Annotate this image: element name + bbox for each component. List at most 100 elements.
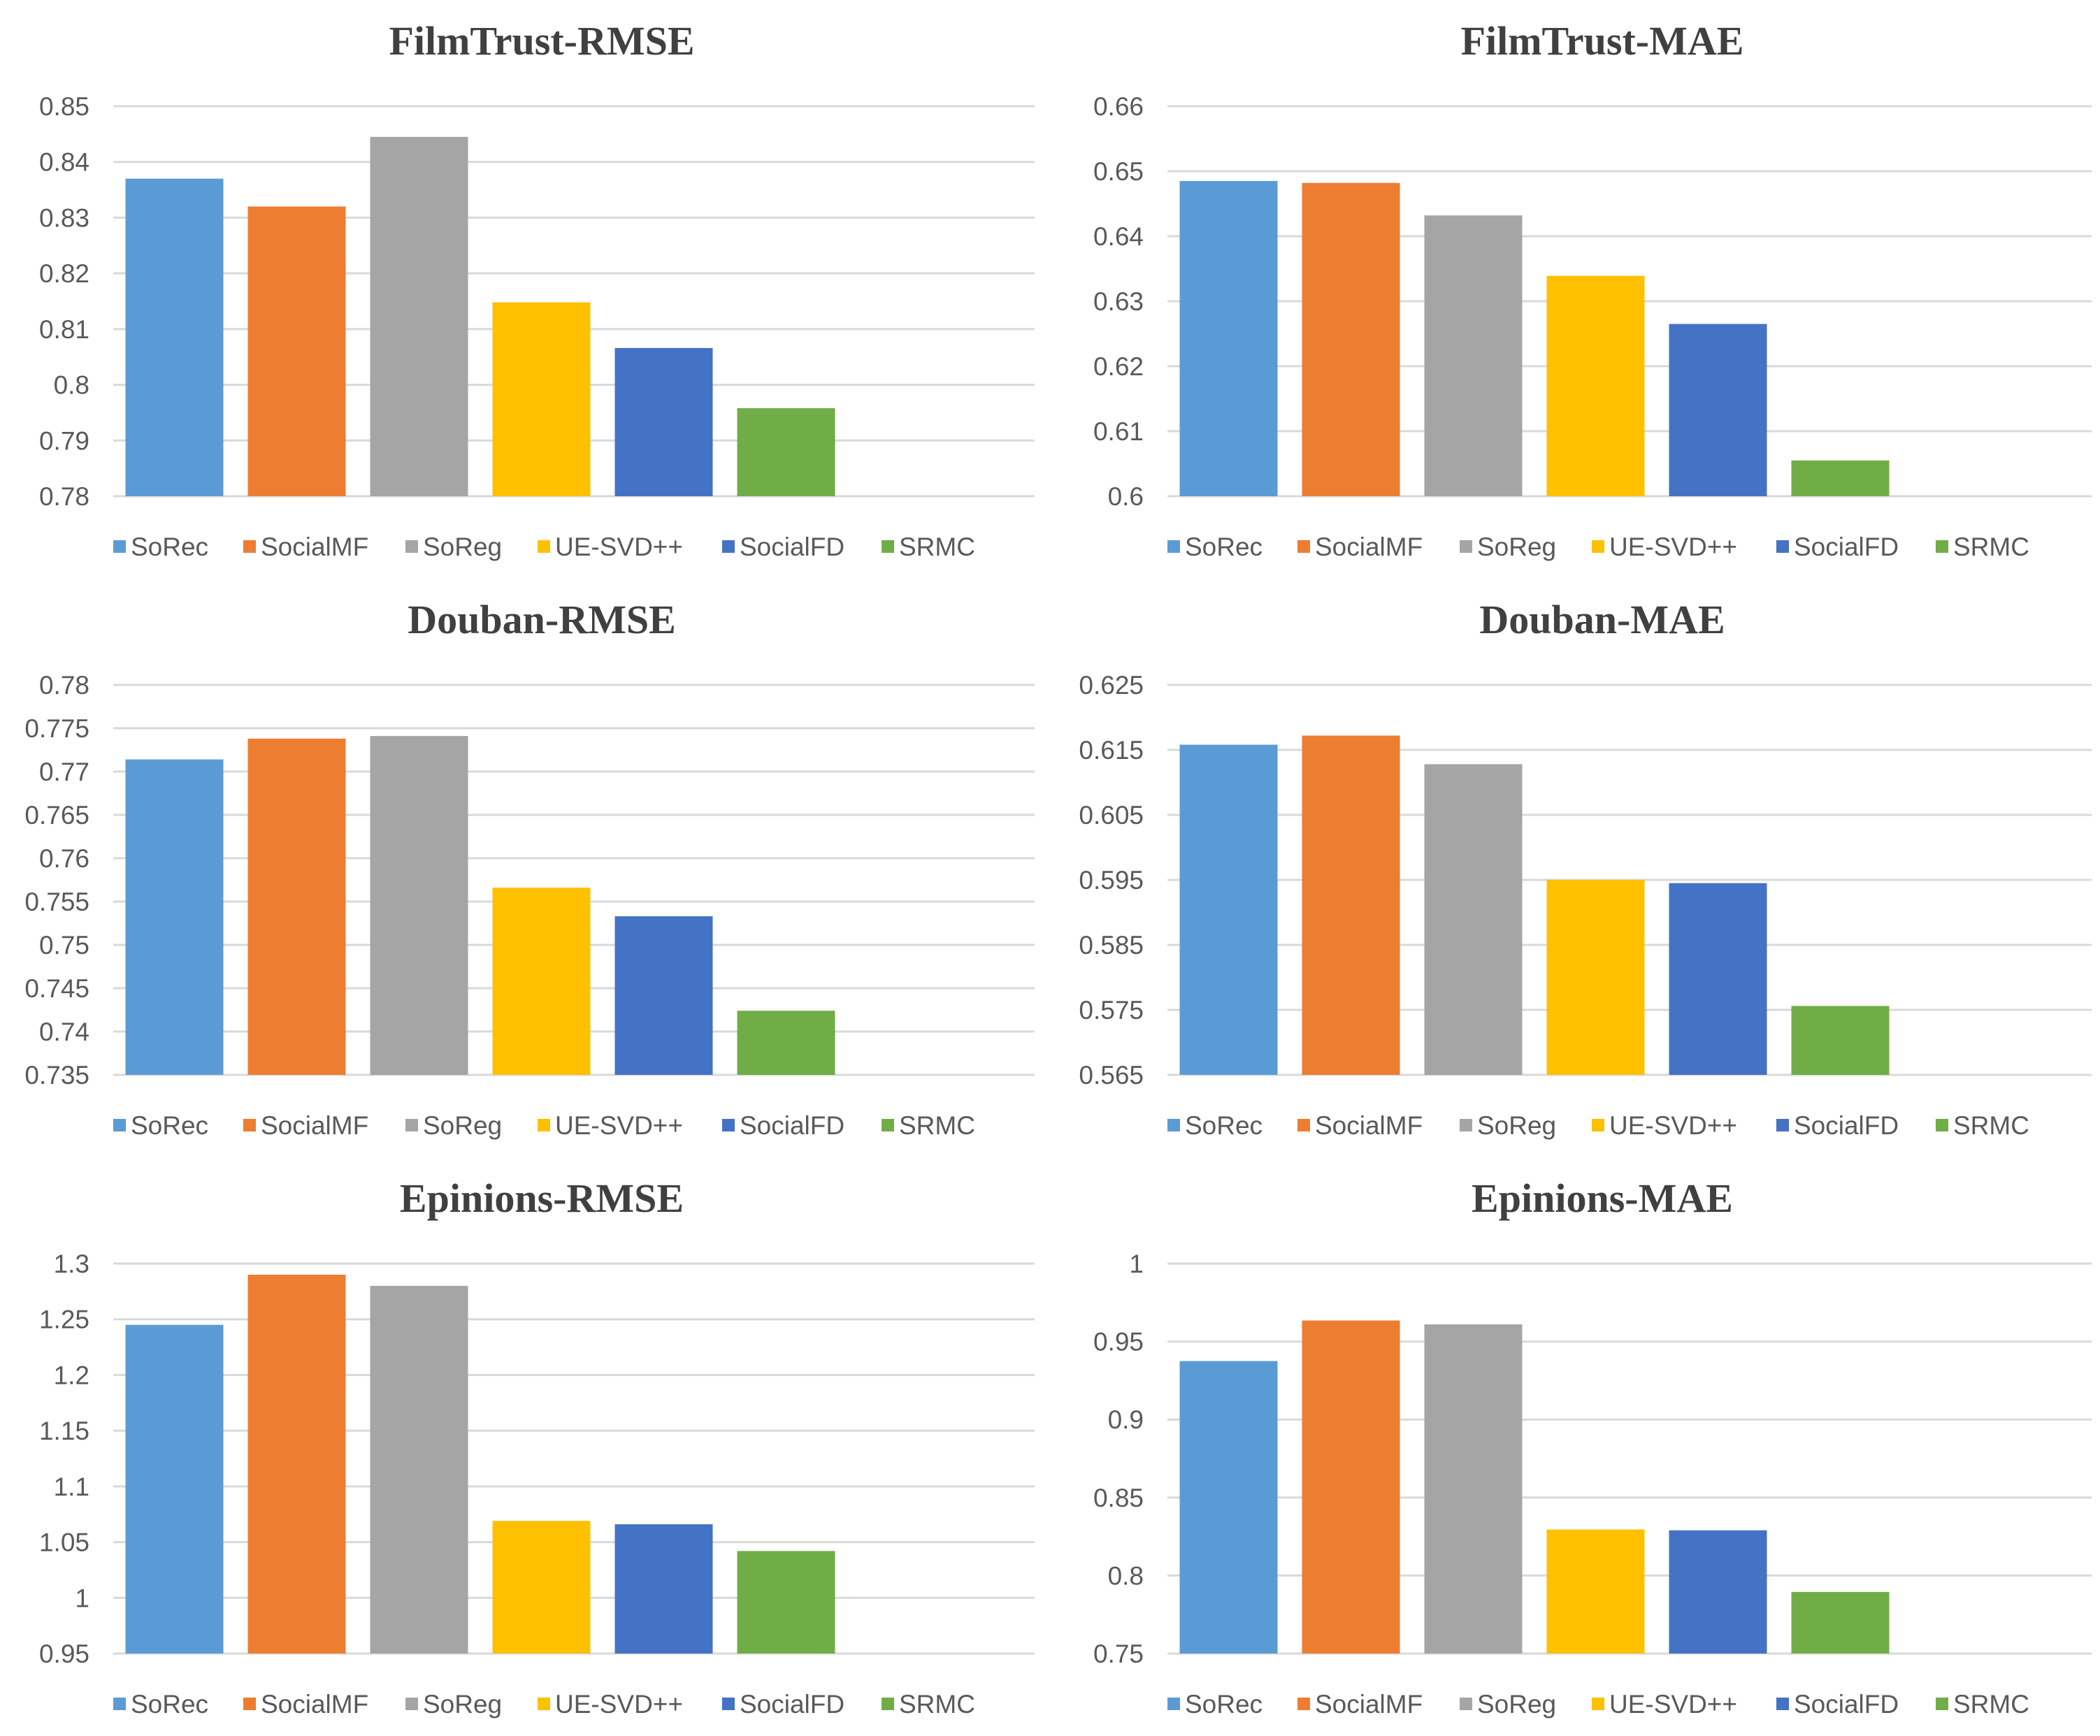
- legend-swatch: [1167, 1119, 1180, 1131]
- legend-swatch: [1776, 540, 1789, 553]
- y-tick-label: 0.8: [1108, 1561, 1144, 1590]
- y-tick-label: 1.05: [39, 1528, 89, 1557]
- legend-swatch: [538, 540, 550, 553]
- bar-socialmf: [247, 206, 346, 496]
- y-tick-label: 1.25: [39, 1305, 89, 1334]
- y-tick-label: 0.81: [39, 315, 89, 344]
- bar-socialmf: [1302, 182, 1400, 496]
- bar-srmc: [737, 1011, 835, 1075]
- legend-label: SocialMF: [261, 533, 368, 561]
- legend-label: UE-SVD++: [555, 1111, 683, 1140]
- chart-title: Douban-MAE: [1479, 597, 1725, 642]
- chart-title: Epinions-MAE: [1472, 1176, 1733, 1221]
- y-tick-label: 0.76: [39, 844, 89, 873]
- panel-douban-mae: Douban-MAE 0.565 0.575 0.585 0.595 0.605 0.61…: [1050, 579, 2100, 1157]
- bar-ue-svd-: [492, 1521, 591, 1654]
- legend-label: SRMC: [899, 533, 975, 561]
- legend-label: SocialMF: [1315, 533, 1423, 561]
- legend-swatch: [405, 540, 418, 553]
- legend-swatch: [1776, 1698, 1789, 1710]
- y-tick-label: 0.6: [1108, 482, 1144, 511]
- legend-swatch: [113, 540, 126, 553]
- y-tick-label: 0.62: [1093, 352, 1144, 381]
- legend-swatch: [1592, 1698, 1604, 1710]
- legend-swatch: [1592, 1119, 1604, 1131]
- legend-swatch: [243, 1698, 256, 1710]
- legend-swatch: [113, 1119, 126, 1131]
- legend-label: SocialMF: [261, 1111, 368, 1140]
- legend-swatch: [882, 1698, 894, 1710]
- panel-filmtrust-rmse: FilmTrust-RMSE 0.78 0.79 0.8 0.81 0.82 0.83 0.…: [0, 0, 1050, 579]
- legend-label: SocialMF: [1315, 1690, 1423, 1719]
- legend-swatch: [1167, 1698, 1180, 1710]
- bar-soreg: [1424, 215, 1523, 496]
- chart-title: Epinions-RMSE: [400, 1176, 684, 1221]
- y-tick-label: 1.2: [54, 1361, 89, 1389]
- y-tick-label: 0.8: [54, 371, 89, 400]
- legend-label: SoReg: [423, 1690, 502, 1719]
- y-tick-label: 0.83: [39, 203, 89, 232]
- y-tick-label: 0.605: [1079, 801, 1144, 830]
- panel-douban-rmse: Douban-RMSE 0.735 0.74 0.745 0.75 0.755 0.76 0…: [0, 579, 1050, 1157]
- y-tick-label: 0.84: [39, 148, 89, 177]
- bar-srmc: [1791, 1006, 1890, 1075]
- legend-label: SRMC: [899, 1111, 975, 1140]
- bar-ue-svd-: [1546, 880, 1645, 1075]
- chart-title: FilmTrust-MAE: [1461, 18, 1744, 64]
- legend-swatch: [722, 1119, 735, 1131]
- bar-socialfd: [1669, 1530, 1767, 1654]
- bar-socialfd: [614, 347, 713, 496]
- legend-swatch: [1297, 1119, 1310, 1131]
- bar-socialmf: [247, 738, 346, 1075]
- legend-label: SRMC: [899, 1690, 975, 1719]
- legend-label: UE-SVD++: [555, 533, 683, 561]
- legend-label: SocialFD: [740, 1690, 844, 1719]
- y-tick-label: 0.75: [39, 931, 89, 960]
- legend-swatch: [882, 540, 894, 553]
- legend-swatch: [1297, 1698, 1310, 1710]
- bar-sorec: [1179, 744, 1278, 1075]
- y-tick-label: 0.78: [39, 482, 89, 511]
- bar-soreg: [1424, 1324, 1523, 1654]
- bar-sorec: [125, 759, 224, 1075]
- y-tick-label: 1.3: [54, 1250, 89, 1278]
- legend-swatch: [722, 540, 735, 553]
- bar-socialmf: [247, 1274, 346, 1654]
- bar-soreg: [370, 736, 468, 1075]
- chart-title: Douban-RMSE: [408, 597, 676, 642]
- y-tick-label: 0.74: [39, 1018, 89, 1046]
- y-tick-label: 0.9: [1108, 1405, 1144, 1434]
- chart-epinions-rmse: Epinions-RMSE 0.95 1 1.05 1.1 1.15 1.2 1.25 1.3…: [39, 1176, 1035, 1719]
- y-tick-label: 0.78: [39, 671, 89, 700]
- legend-swatch: [1460, 540, 1472, 553]
- legend-label: SoReg: [1477, 1111, 1556, 1140]
- legend-swatch: [722, 1698, 735, 1710]
- y-tick-label: 0.775: [24, 714, 89, 743]
- y-tick-label: 0.85: [39, 92, 89, 121]
- legend-swatch: [1460, 1698, 1472, 1710]
- y-tick-label: 0.755: [24, 888, 89, 916]
- legend-label: UE-SVD++: [555, 1690, 683, 1719]
- legend-label: SoRec: [131, 1690, 208, 1719]
- y-tick-label: 0.625: [1079, 671, 1144, 700]
- bar-srmc: [1791, 1591, 1890, 1654]
- chart-epinions-mae: Epinions-MAE 0.75 0.8 0.85 0.9 0.95 1 SoRec Soc…: [1093, 1176, 2092, 1719]
- bar-srmc: [1791, 460, 1890, 496]
- legend-label: SocialFD: [1794, 533, 1899, 561]
- bar-soreg: [370, 136, 468, 497]
- panel-epinions-rmse: Epinions-RMSE 0.95 1 1.05 1.1 1.15 1.2 1.25 1.3…: [0, 1157, 1050, 1736]
- legend-swatch: [243, 1119, 256, 1131]
- y-tick-label: 0.75: [1093, 1640, 1144, 1668]
- legend-label: SoRec: [131, 533, 208, 561]
- legend-swatch: [113, 1698, 126, 1710]
- chart-title: FilmTrust-RMSE: [389, 18, 694, 64]
- bar-socialmf: [1302, 1320, 1400, 1654]
- panel-epinions-mae: Epinions-MAE 0.75 0.8 0.85 0.9 0.95 1 SoRec Soc…: [1050, 1157, 2100, 1736]
- bar-srmc: [737, 1551, 835, 1654]
- y-tick-label: 0.615: [1079, 736, 1144, 765]
- legend-swatch: [1936, 540, 1948, 553]
- bar-socialfd: [1669, 324, 1767, 496]
- bar-sorec: [125, 178, 224, 496]
- y-tick-label: 0.61: [1093, 417, 1144, 446]
